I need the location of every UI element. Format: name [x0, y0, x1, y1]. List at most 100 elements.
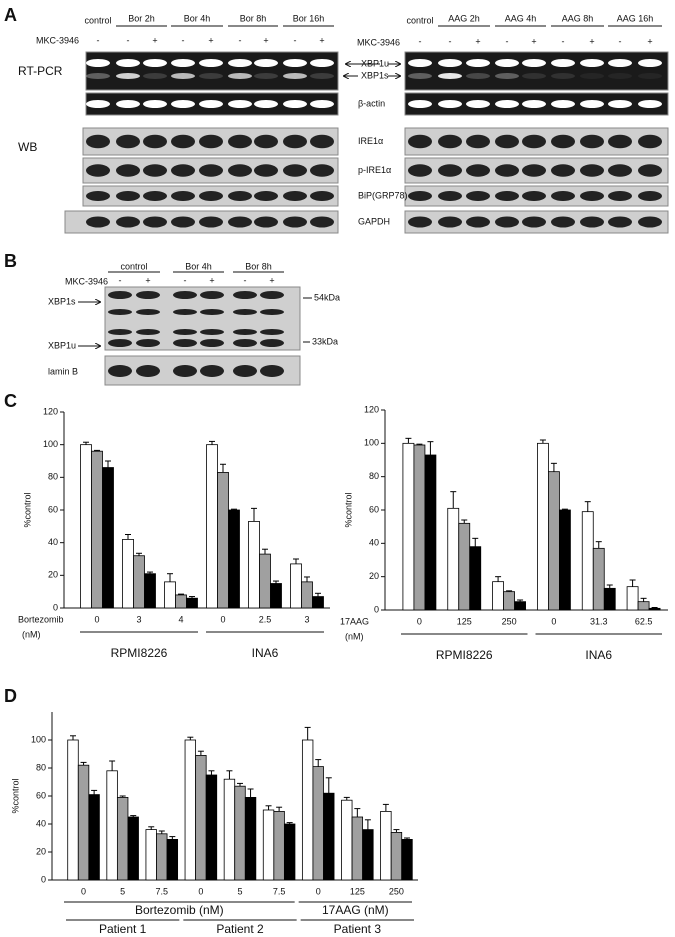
band	[228, 164, 252, 177]
error-bar	[119, 795, 126, 798]
bar	[401, 839, 413, 881]
lane-header: Bor 4h	[185, 261, 212, 271]
band	[283, 100, 307, 108]
band	[495, 59, 519, 67]
treatment-label: MKC-3946	[36, 35, 79, 45]
band	[108, 365, 132, 377]
band	[283, 164, 307, 177]
band	[551, 73, 575, 79]
band	[310, 59, 334, 67]
bar	[116, 797, 129, 881]
group-label: Patient 2	[216, 922, 264, 936]
lane-header: AAG 4h	[505, 13, 537, 23]
bar	[80, 444, 92, 609]
y-tick-label: 20	[369, 571, 379, 581]
band	[495, 191, 519, 201]
error-bar	[69, 735, 76, 740]
band	[136, 365, 160, 377]
error-bar	[506, 590, 513, 592]
band	[408, 216, 432, 228]
error-bar	[405, 437, 412, 444]
bar	[186, 597, 198, 609]
band	[116, 191, 140, 201]
band	[200, 291, 224, 299]
error-bar	[209, 440, 215, 445]
bar	[390, 832, 403, 881]
band	[116, 100, 140, 108]
bar	[270, 583, 282, 609]
x-tick-label: 0	[316, 886, 321, 896]
band	[171, 216, 195, 228]
bar	[175, 594, 187, 609]
bar	[424, 454, 437, 611]
y-axis-label: %control	[343, 492, 353, 527]
band	[495, 134, 519, 149]
band	[171, 59, 195, 67]
band	[200, 339, 224, 347]
error-bar	[247, 788, 254, 798]
band	[408, 100, 432, 108]
band	[254, 100, 278, 108]
band	[522, 134, 546, 149]
band	[466, 191, 490, 201]
sign: +	[531, 36, 536, 46]
sign: -	[239, 35, 242, 45]
sign: -	[182, 35, 185, 45]
bar	[301, 581, 313, 609]
lane-header: AAG 8h	[562, 13, 594, 23]
bar	[548, 471, 560, 611]
error-bar	[251, 507, 257, 522]
band	[108, 309, 132, 315]
bar	[447, 507, 460, 611]
band	[522, 100, 546, 108]
band	[173, 365, 197, 377]
band	[310, 100, 334, 108]
bar	[164, 581, 176, 609]
x-tick-label: 2.5	[259, 614, 272, 624]
band	[580, 73, 604, 79]
error-bar	[304, 726, 311, 740]
band	[310, 134, 334, 149]
y-tick-label: 120	[43, 406, 58, 416]
error-bar	[148, 826, 155, 830]
band	[260, 309, 284, 315]
error-bar	[231, 508, 237, 510]
sign: -	[184, 275, 187, 285]
sign: +	[145, 275, 150, 285]
x-tick-label: 0	[94, 614, 99, 624]
bar	[234, 785, 246, 881]
bar	[413, 444, 426, 611]
band	[522, 191, 546, 201]
error-bar	[83, 441, 89, 445]
x-tick-label: 250	[389, 886, 404, 896]
y-tick-label: 20	[48, 570, 58, 580]
error-bar	[208, 770, 215, 775]
lane-header: control	[120, 261, 147, 271]
y-axis-label: %control	[22, 492, 32, 527]
sign: -	[419, 36, 422, 46]
band	[438, 59, 462, 67]
error-bar	[147, 571, 153, 574]
band	[310, 164, 334, 177]
band	[254, 216, 278, 228]
band	[228, 59, 252, 67]
band	[408, 191, 432, 201]
x-tick-label: 125	[350, 886, 365, 896]
bar	[248, 521, 260, 609]
error-bar	[640, 597, 647, 602]
band	[143, 134, 167, 149]
band	[143, 73, 167, 79]
bar	[514, 601, 526, 611]
band	[580, 134, 604, 149]
band	[466, 100, 490, 108]
y-tick-label: 40	[369, 538, 379, 548]
bar	[323, 792, 335, 881]
band	[408, 73, 432, 79]
bar	[156, 833, 168, 881]
bar	[603, 587, 616, 611]
y-tick-label: 80	[36, 762, 46, 772]
band	[438, 216, 462, 228]
error-bar	[286, 822, 293, 824]
panel-letter: A	[4, 5, 17, 25]
error-bar	[189, 596, 195, 599]
